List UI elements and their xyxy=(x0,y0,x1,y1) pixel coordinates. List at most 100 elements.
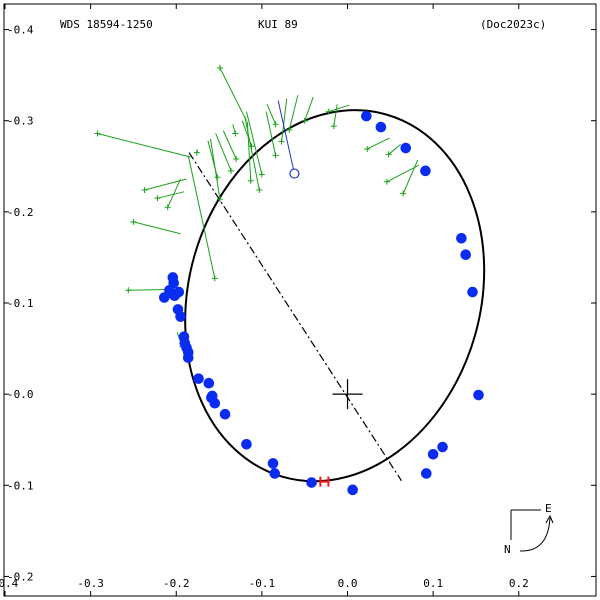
visual-obs-marker xyxy=(125,287,132,294)
y-tick-label: -0.3 xyxy=(7,115,34,128)
interferometric-obs-marker xyxy=(241,438,252,450)
interferometric-obs-marker xyxy=(219,408,231,420)
visual-obs-marker xyxy=(278,138,285,145)
compass: E N xyxy=(504,502,554,556)
interferometric-obs-marker xyxy=(203,377,215,389)
compass-arrow-arc xyxy=(519,517,551,552)
visual-obs-marker xyxy=(216,64,223,71)
x-tick-label: -0.1 xyxy=(249,577,276,590)
interferometric-obs-marker xyxy=(269,468,281,479)
interferometric-obs-marker xyxy=(473,389,484,401)
interferometric-obs-marker xyxy=(361,110,372,122)
visual-residual-line xyxy=(244,116,260,191)
interferometric-obs-marker xyxy=(347,484,358,496)
visual-residual-line xyxy=(97,132,191,158)
visual-residual-line xyxy=(304,96,314,121)
header-wds: WDS 18594-1250 xyxy=(60,18,153,31)
interferometric-obs-marker xyxy=(306,477,317,488)
interferometric-obs-marker xyxy=(437,441,448,453)
interferometric-obs-marker xyxy=(427,449,439,460)
visual-residual-line xyxy=(402,159,419,194)
visual-obs-marker xyxy=(286,126,293,133)
visual-obs-marker xyxy=(325,108,332,115)
visual-residual-line xyxy=(366,137,390,150)
interferometric-obs-marker xyxy=(167,272,179,283)
visual-obs-marker xyxy=(193,149,200,156)
visual-obs-marker xyxy=(330,123,337,130)
orbit-layer xyxy=(184,109,486,483)
visual-obs-marker xyxy=(214,174,221,181)
visual-obs-marker xyxy=(247,177,254,184)
x-tick-label: 0.1 xyxy=(423,577,443,590)
header-reference: (Doc2023c) xyxy=(480,18,546,31)
interferometric-obs-marker xyxy=(206,390,218,402)
interferometric-obs-marker xyxy=(267,458,279,469)
visual-residual-line xyxy=(328,104,350,113)
visual-residual-line xyxy=(245,111,263,175)
visual-obs-marker xyxy=(130,218,137,225)
visual-residual-line xyxy=(219,67,247,121)
visual-residual-line xyxy=(266,104,277,125)
plot-frame xyxy=(3,3,597,597)
y-tick-label: -0.0 xyxy=(7,388,34,401)
interferometric-obs-marker xyxy=(173,286,185,298)
compass-east-label: E xyxy=(545,502,552,515)
y-tick-label: -0.1 xyxy=(7,479,34,492)
interferometric-obs-marker xyxy=(460,249,471,260)
visual-obs-marker xyxy=(94,130,101,137)
visual-residual-line xyxy=(388,144,401,155)
observations-layer xyxy=(94,64,484,496)
visual-obs-marker xyxy=(211,275,218,282)
visual-residual-line xyxy=(288,95,299,130)
visual-obs-marker xyxy=(164,204,171,211)
x-tick-label: 0.0 xyxy=(338,577,358,590)
unresolved-obs-marker xyxy=(289,168,300,179)
y-tick-label: -0.1 xyxy=(7,297,34,310)
visual-obs-marker xyxy=(248,143,255,150)
x-tick-label: 0.2 xyxy=(509,577,529,590)
interferometric-obs-marker xyxy=(400,142,412,154)
visual-obs-marker xyxy=(141,186,148,193)
header-discoverer: KUI 89 xyxy=(258,18,298,31)
visual-obs-marker xyxy=(228,167,235,174)
visual-residual-line xyxy=(265,111,277,156)
visual-residual-line xyxy=(133,221,181,235)
visual-obs-marker xyxy=(364,145,371,152)
line-of-nodes xyxy=(188,152,402,482)
visual-obs-marker xyxy=(256,186,263,193)
visual-residual-line xyxy=(215,133,232,172)
visual-residual-line xyxy=(222,130,237,160)
visual-residual-line xyxy=(333,104,338,127)
interferometric-obs-marker xyxy=(375,121,387,133)
visual-residual-line xyxy=(281,98,288,142)
interferometric-obs-marker xyxy=(172,304,184,315)
visual-obs-marker xyxy=(400,190,407,197)
visual-obs-marker xyxy=(233,155,240,162)
y-tick-label: -0.2 xyxy=(7,570,34,583)
x-tick-label: -0.3 xyxy=(77,577,104,590)
orbit-ellipse xyxy=(184,109,486,483)
visual-obs-marker xyxy=(272,121,279,128)
unresolved-residual-line xyxy=(277,100,295,174)
x-tick-label: -0.4 xyxy=(0,577,19,590)
visual-obs-marker xyxy=(272,152,279,159)
interferometric-obs-marker xyxy=(456,232,467,244)
visual-residual-line xyxy=(157,191,185,199)
visual-residual-line xyxy=(246,121,252,181)
interferometric-obs-marker xyxy=(467,286,478,298)
x-tick-label: -0.2 xyxy=(163,577,190,590)
visual-obs-marker xyxy=(301,117,308,124)
interferometric-obs-marker xyxy=(420,468,432,479)
y-tick-label: -0.4 xyxy=(7,24,34,37)
visual-obs-marker xyxy=(216,196,223,203)
interferometric-obs-marker xyxy=(178,331,190,343)
compass-north-label: N xyxy=(504,543,511,556)
visual-obs-marker xyxy=(154,195,161,202)
compass-arrowhead-icon xyxy=(545,514,554,524)
interferometric-obs-marker xyxy=(420,165,431,177)
visual-obs-marker xyxy=(232,130,239,137)
visual-residual-line xyxy=(210,138,221,200)
axis-ticks: -0.4 -0.3 -0.2 -0.1 0.0 0.1 0.2 -0.4 -0.3 -0.2 -0.… xyxy=(0,4,596,596)
visual-residual-line xyxy=(167,178,181,208)
